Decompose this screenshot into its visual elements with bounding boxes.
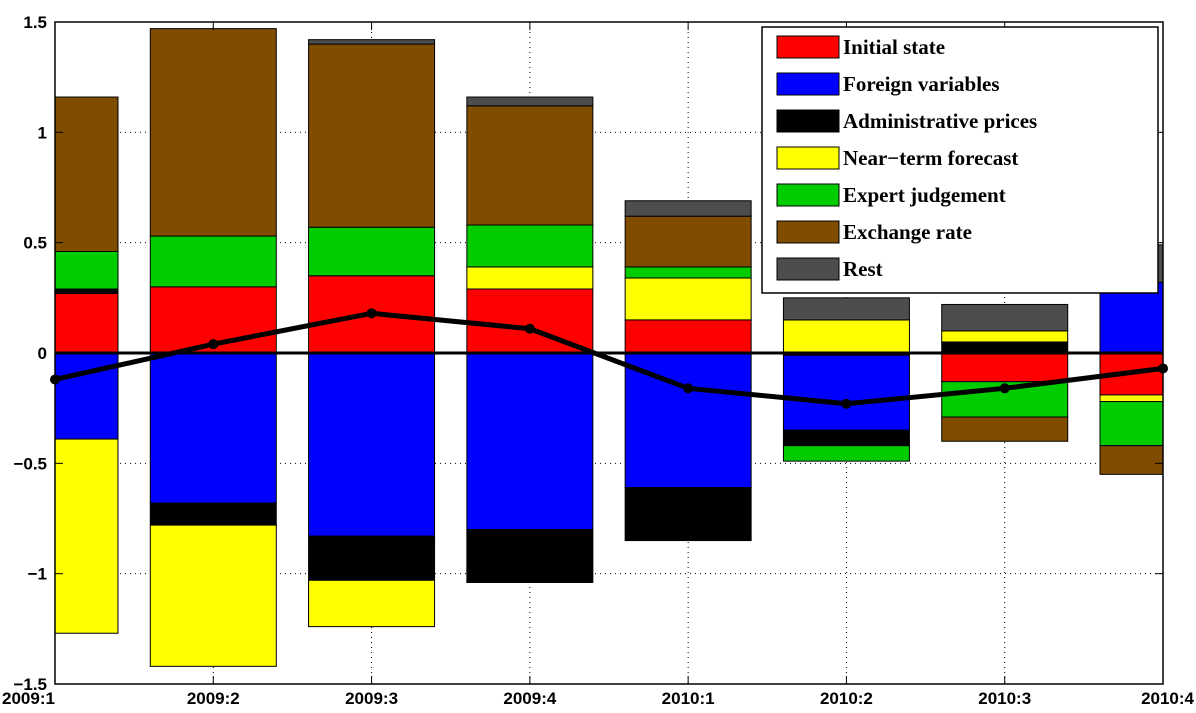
line-point: [999, 383, 1010, 394]
y-tick-label: 1.5: [23, 13, 47, 32]
bar-segment: [308, 39, 436, 45]
bar-segment: [624, 352, 752, 489]
bar-segment: [941, 341, 1069, 354]
bar-segment: [624, 200, 752, 217]
legend-swatch: [776, 109, 840, 133]
legend-label: Near−term forecast: [843, 146, 1018, 170]
bar-segment: [466, 529, 594, 583]
bar-segment: [466, 105, 594, 226]
bar-segment: [466, 266, 594, 290]
bar-segment: [466, 352, 594, 531]
legend-label: Initial state: [843, 35, 945, 59]
legend-swatch: [776, 35, 840, 59]
bar-segment: [149, 524, 277, 667]
bar-segment: [149, 352, 277, 504]
legend-swatch: [776, 220, 840, 244]
bar-segment: [782, 319, 910, 354]
bar-segment: [941, 330, 1069, 343]
legend-label: Exchange rate: [843, 220, 972, 244]
x-tick-label: 2009:2: [187, 689, 240, 708]
y-tick-label: 0.5: [23, 234, 47, 253]
bar-segment: [624, 277, 752, 321]
y-tick-label: −0.5: [13, 454, 47, 473]
bar-segment: [624, 487, 752, 542]
line-point: [524, 323, 535, 334]
x-tick-label: 2009:4: [503, 689, 556, 708]
bar-segment: [55, 352, 119, 440]
bar-segment: [55, 288, 119, 294]
x-tick-label: 2009:1: [2, 689, 55, 708]
bar-segment: [55, 250, 119, 290]
legend-swatch: [776, 146, 840, 170]
x-tick-label: 2010:3: [978, 689, 1031, 708]
bar-segment: [624, 319, 752, 354]
y-tick-label: −1.5: [13, 675, 47, 694]
line-point: [366, 308, 377, 319]
bar-segment: [782, 429, 910, 447]
bar-segment: [308, 579, 436, 628]
y-tick-label: −1: [28, 565, 47, 584]
bar-segment: [55, 292, 119, 354]
bar-segment: [308, 43, 436, 228]
bar-segment: [149, 502, 277, 526]
bar-segment: [624, 215, 752, 268]
bar-segment: [782, 445, 910, 462]
legend-label: Expert judgement: [843, 183, 1006, 207]
y-tick-label: 1: [38, 123, 47, 142]
legend-label: Rest: [843, 257, 883, 281]
bar-segment: [308, 535, 436, 581]
bar-segment: [782, 354, 910, 431]
bar-segment: [1099, 394, 1163, 403]
bar-segment: [1099, 445, 1163, 475]
bar-segment: [624, 266, 752, 279]
bar-segment: [149, 235, 277, 288]
y-tick-label: 0: [38, 344, 47, 363]
x-tick-label: 2010:4: [1141, 689, 1194, 708]
bar-segment: [466, 224, 594, 268]
legend-swatch: [776, 257, 840, 281]
bar-segment: [941, 416, 1069, 442]
bar-segment: [1099, 281, 1163, 354]
bar-segment: [55, 96, 119, 252]
legend-swatch: [776, 72, 840, 96]
line-point: [208, 339, 219, 350]
legend-label: Foreign variables: [843, 72, 1000, 96]
x-tick-label: 2010:1: [662, 689, 715, 708]
line-point: [841, 398, 852, 409]
bar-segment: [941, 303, 1069, 332]
bar-segment: [782, 297, 910, 321]
bar-segment: [308, 226, 436, 277]
bar-segment: [466, 96, 594, 107]
bar-segment: [941, 352, 1069, 383]
bar-segment: [149, 28, 277, 237]
legend-label: Administrative prices: [843, 109, 1037, 133]
bar-segment: [308, 352, 436, 537]
x-tick-label: 2010:2: [820, 689, 873, 708]
line-point: [683, 383, 694, 394]
bar-segment: [55, 438, 119, 634]
legend-swatch: [776, 183, 840, 207]
x-tick-label: 2009:3: [345, 689, 398, 708]
bar-segment: [1099, 401, 1163, 447]
total-line: [55, 310, 1163, 407]
